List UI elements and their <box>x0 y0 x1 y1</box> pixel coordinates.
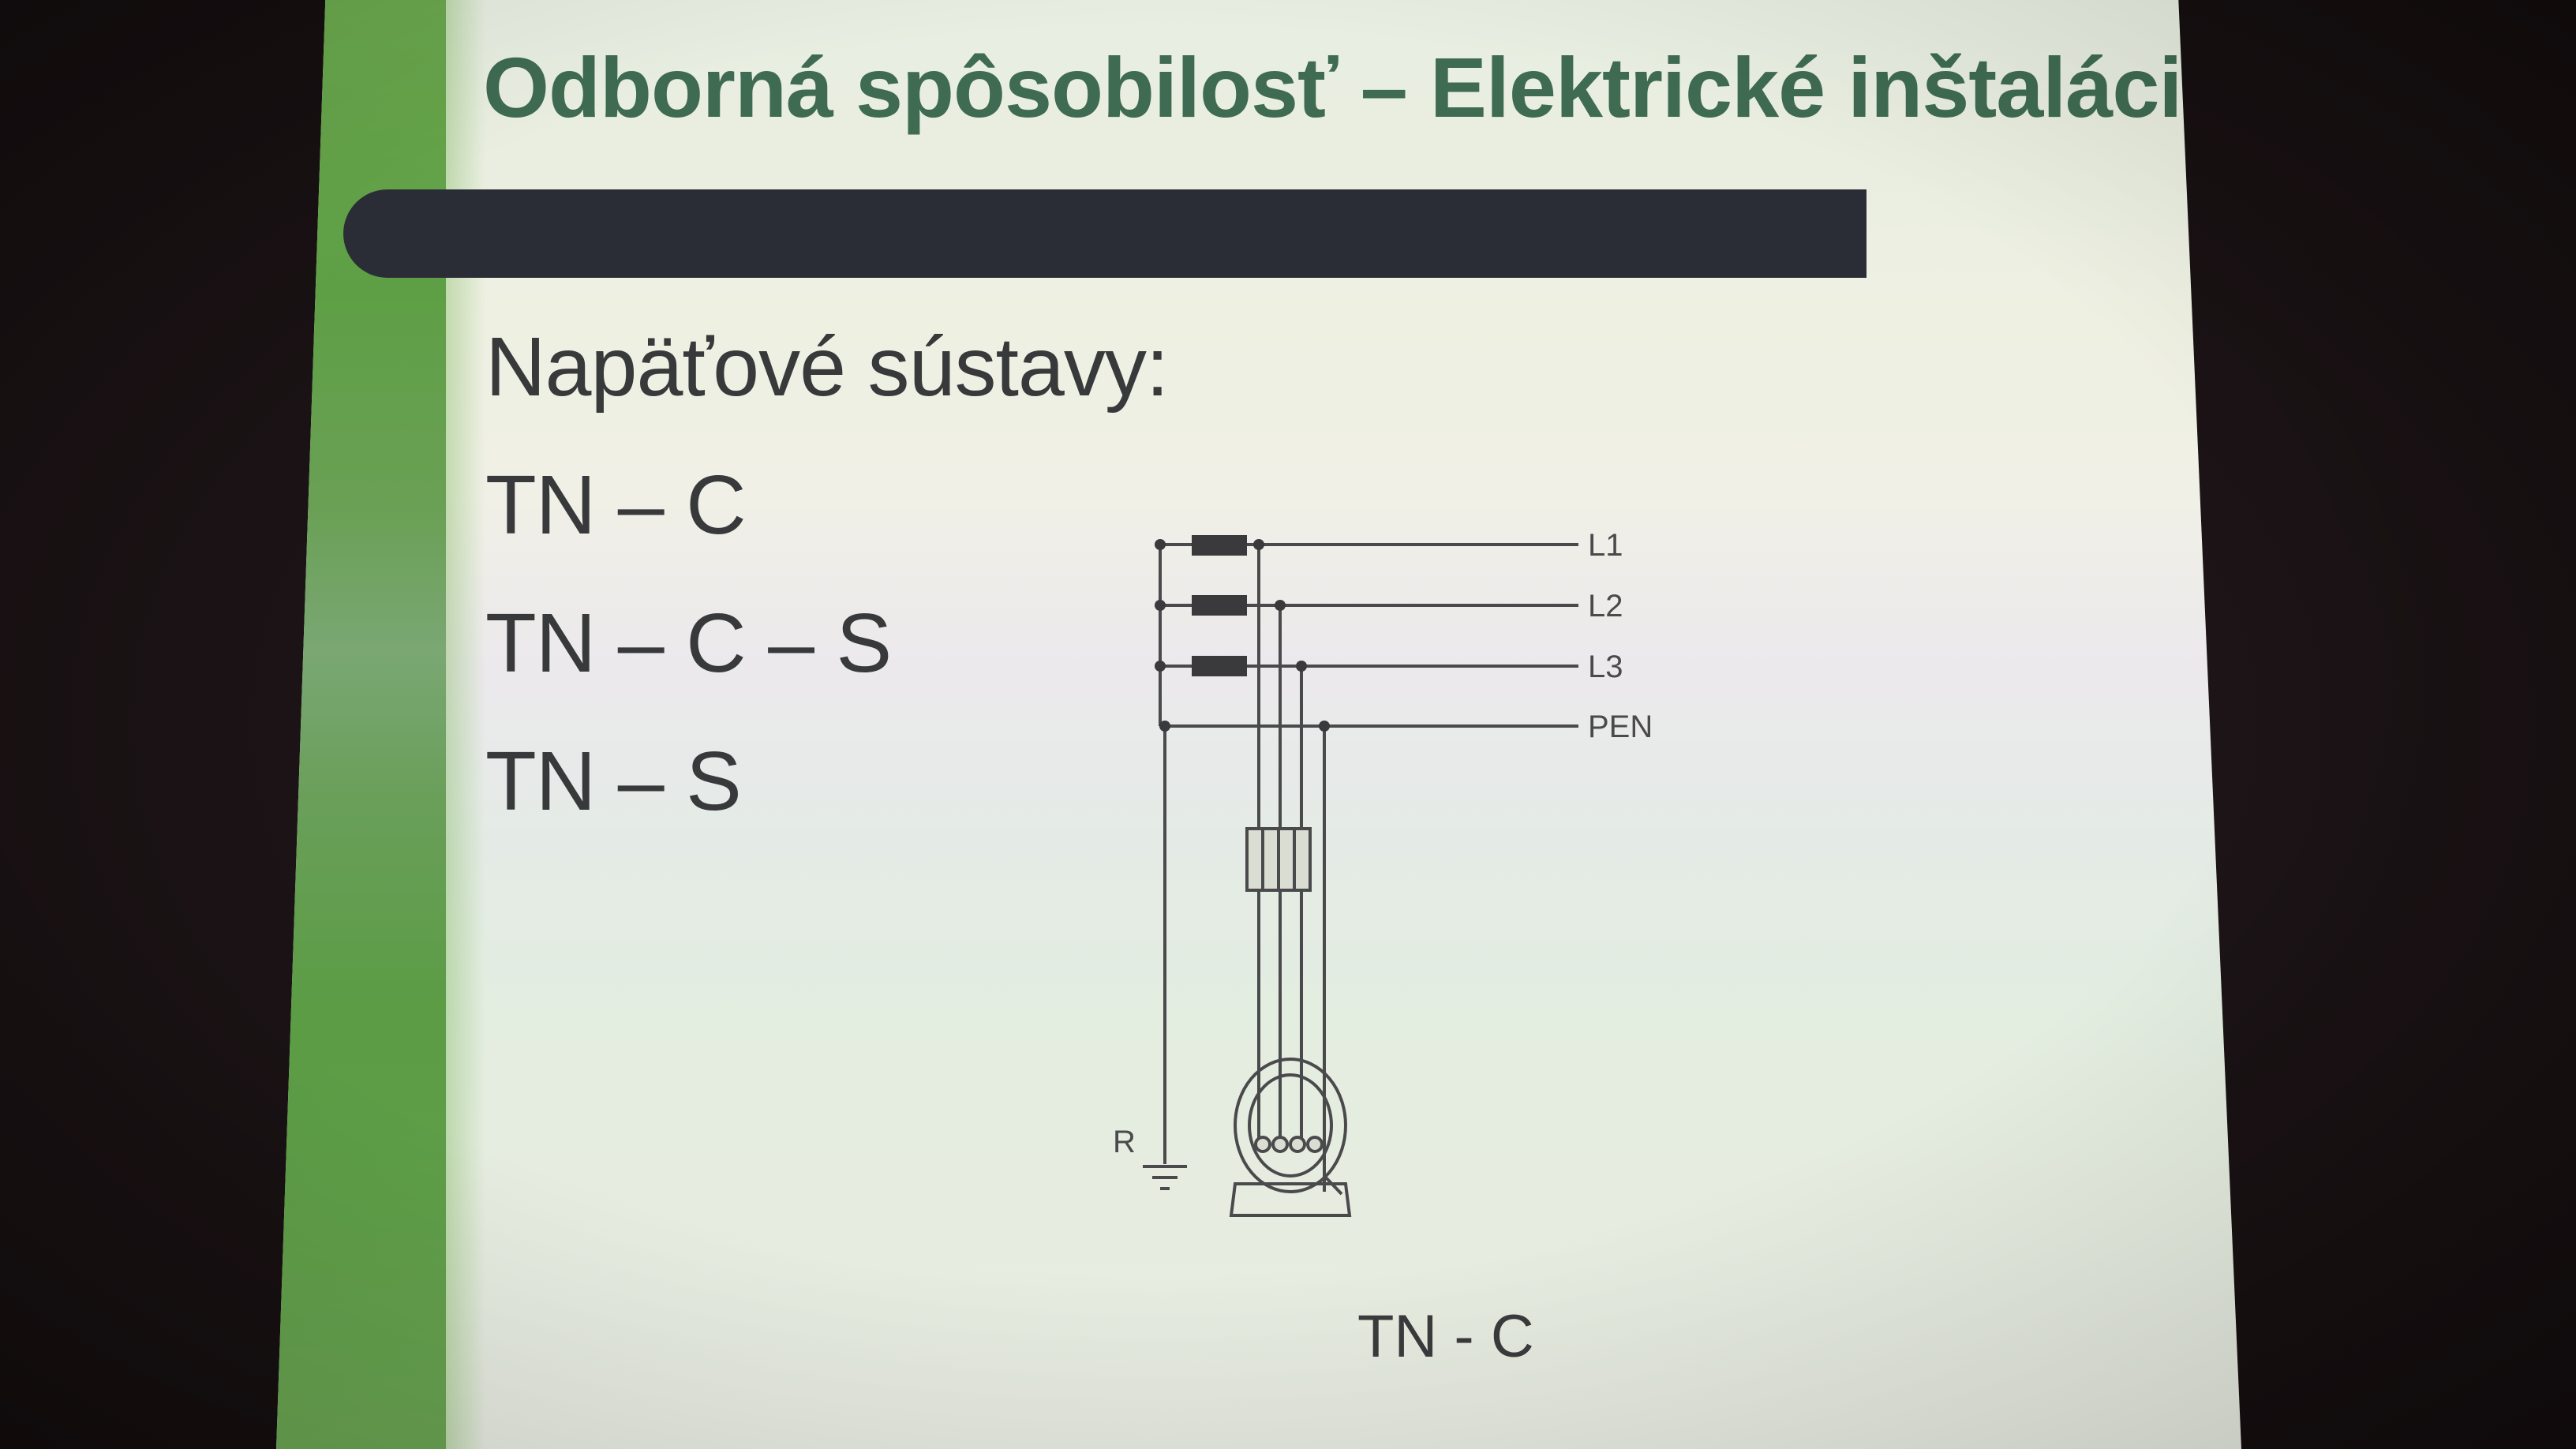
winding-l1 <box>1192 535 1247 556</box>
diagram-caption: TN - C <box>1357 1303 1534 1370</box>
system-item-tn-s: TN – S <box>485 735 742 828</box>
label-l3: L3 <box>1588 650 1623 684</box>
tn-c-wiring-diagram: L1 L2 L3 PEN R <box>1113 528 1653 1217</box>
system-item-tn-c: TN – C <box>485 459 747 552</box>
slide-subtitle: Napäťové sústavy: <box>485 320 1169 414</box>
label-l1: L1 <box>1588 528 1623 563</box>
winding-l3 <box>1192 656 1247 676</box>
motor-icon <box>1229 1058 1352 1217</box>
label-pen: PEN <box>1588 710 1653 744</box>
projected-slide: Odborná spôsobilosť – Elektrické inštalá… <box>276 0 2241 1449</box>
switch-block <box>1245 827 1312 892</box>
label-l2: L2 <box>1588 589 1623 623</box>
slide-title: Odborná spôsobilosť – Elektrické inštalá… <box>483 39 2229 135</box>
earth-icon <box>1143 1165 1187 1190</box>
title-underline-bar <box>343 189 1866 278</box>
system-item-tn-c-s: TN – C – S <box>485 597 892 690</box>
label-earth-resistance: R <box>1113 1125 1136 1159</box>
winding-l2 <box>1192 595 1247 616</box>
